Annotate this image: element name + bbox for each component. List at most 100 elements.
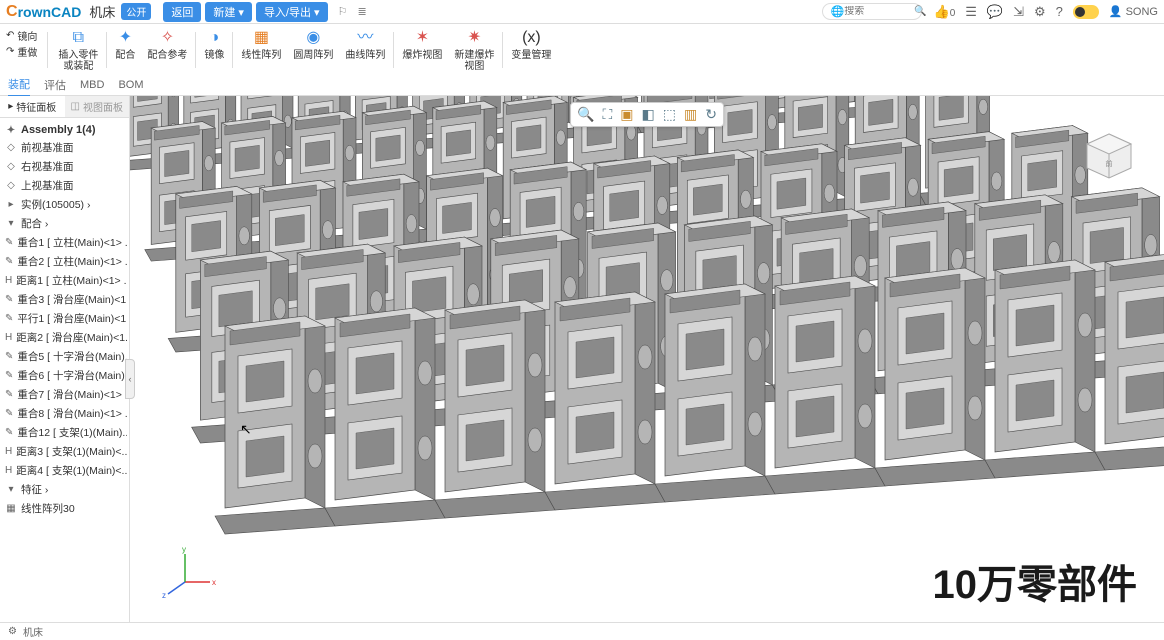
ribbon-item-8[interactable]: ✷新建爆炸 视图 bbox=[448, 28, 500, 72]
ribbon-item-6[interactable]: 〰曲线阵列 bbox=[339, 28, 391, 72]
tree-label: 重合8 [ 滑台(Main)<1> ... bbox=[17, 406, 127, 421]
tree-row[interactable]: ✎重合3 [ 滑台座(Main)<1... bbox=[2, 290, 127, 309]
feature-tree-panel: ▸ 特征面板 ◫ 视图面板 ✦Assembly 1(4) ◇前视基准面◇右视基准… bbox=[0, 96, 130, 622]
tree-row[interactable]: ◇上视基准面 bbox=[2, 176, 127, 195]
tree-row[interactable]: ▾配合 › bbox=[2, 214, 127, 233]
ribbon-item-9[interactable]: (x)变量管理 bbox=[505, 28, 557, 72]
tree-row[interactable]: ◇前视基准面 bbox=[2, 138, 127, 157]
tab-mbd[interactable]: MBD bbox=[80, 76, 104, 94]
ribbon-icon: ◑ bbox=[204, 28, 224, 48]
panel-collapse-handle[interactable]: ‹ bbox=[125, 359, 135, 399]
tree-row[interactable]: ✎ 重合1 [ 立柱(Main)<1> ... bbox=[2, 233, 127, 252]
tree-row[interactable]: H距离4 [ 支架(1)(Main)<... bbox=[2, 461, 127, 480]
zoom-icon[interactable]: 🔍 bbox=[577, 106, 594, 123]
tree-glyph: ✎ bbox=[5, 370, 13, 381]
tree-row[interactable]: ✎重合6 [ 十字滑台(Main)... bbox=[2, 366, 127, 385]
search-box[interactable]: 🌐 🔍 bbox=[822, 3, 922, 20]
ribbon-icon: ✧ bbox=[157, 28, 177, 48]
tree-row[interactable]: ▦线性阵列30 bbox=[2, 499, 127, 518]
panel-tab-view[interactable]: ◫ 视图面板 bbox=[65, 96, 130, 117]
section-icon[interactable]: ◧ bbox=[642, 106, 655, 123]
tree-glyph: ▾ bbox=[5, 484, 17, 495]
ribbon-label: 线性阵列 bbox=[241, 50, 281, 61]
svg-text:前: 前 bbox=[1106, 159, 1113, 168]
tree-label: 右视基准面 bbox=[21, 159, 74, 174]
tab-assembly[interactable]: 装配 bbox=[8, 73, 30, 97]
tree-label: 重合1 [ 立柱(Main)<1> ... bbox=[17, 235, 127, 250]
ribbon-icon: 〰 bbox=[355, 28, 375, 48]
ribbon-item-5[interactable]: ◉ 圆周阵列 bbox=[287, 28, 339, 72]
tree-row[interactable]: H 距离2 [ 滑台座(Main)<1... bbox=[2, 328, 127, 347]
refresh-icon[interactable]: ↻ bbox=[705, 106, 717, 123]
ribbon-icon: ✦ bbox=[115, 28, 135, 48]
ribbon-item-4[interactable]: ▦线性阵列 bbox=[235, 28, 287, 72]
user-menu[interactable]: 👤SONG bbox=[1109, 5, 1158, 18]
ribbon-item-2[interactable]: ✧配合参考 bbox=[141, 28, 193, 72]
theme-toggle[interactable] bbox=[1073, 5, 1099, 19]
ribbon-icon: ✷ bbox=[464, 28, 484, 48]
share-icon[interactable]: ⇲ bbox=[1013, 4, 1024, 20]
layers-icon[interactable]: ≣ bbox=[357, 5, 366, 18]
ribbon-icon: ◉ bbox=[303, 28, 323, 48]
view-cube[interactable]: 前 bbox=[1079, 126, 1139, 186]
tree-label: 距离2 [ 滑台座(Main)<1... bbox=[16, 330, 127, 345]
tree-glyph: ✎ bbox=[5, 408, 13, 419]
new-button[interactable]: 新建 ▾ bbox=[205, 2, 252, 22]
tree-row[interactable]: ✎重合12 [ 支架(1)(Main)... bbox=[2, 423, 127, 442]
status-gear-icon[interactable]: ⚙ bbox=[8, 626, 17, 637]
mirror-small-button[interactable]: ↶ 镜向 bbox=[6, 28, 37, 43]
tab-evaluate[interactable]: 评估 bbox=[44, 74, 66, 96]
tree-glyph: H bbox=[5, 275, 12, 286]
feature-tree[interactable]: ✦Assembly 1(4) ◇前视基准面◇右视基准面◇上视基准面▸实例(105… bbox=[0, 118, 129, 622]
svg-text:z: z bbox=[162, 591, 166, 600]
search-input[interactable] bbox=[844, 6, 914, 17]
3d-viewport[interactable]: 🔍 ⛶ ▣ ◧ ⬚ ▥ ↻ bbox=[130, 96, 1164, 622]
panel-tab-feature[interactable]: ▸ 特征面板 bbox=[0, 96, 65, 117]
like-button[interactable]: 👍0 bbox=[934, 4, 956, 20]
ribbon-icon: ⧉ bbox=[68, 28, 88, 48]
layers-view-icon[interactable]: ▥ bbox=[684, 106, 697, 123]
tree-row[interactable]: H距离1 [ 立柱(Main)<1> ... bbox=[2, 271, 127, 290]
box-icon[interactable]: ▣ bbox=[620, 106, 633, 123]
tree-row[interactable]: ✎重合2 [ 立柱(Main)<1> ... bbox=[2, 252, 127, 271]
tree-glyph: ✎ bbox=[5, 351, 13, 362]
tree-glyph: H bbox=[5, 446, 12, 457]
tab-bom[interactable]: BOM bbox=[118, 76, 143, 94]
comment-icon[interactable]: 💬 bbox=[987, 4, 1003, 20]
tree-row[interactable]: ✎ 重合8 [ 滑台(Main)<1> ... bbox=[2, 404, 127, 423]
assembly-root[interactable]: ✦Assembly 1(4) bbox=[2, 122, 127, 138]
gear-icon[interactable]: ⚙ bbox=[1034, 4, 1046, 20]
ribbon-item-3[interactable]: ◑镜像 bbox=[198, 28, 230, 72]
app-logo[interactable]: CrownCAD bbox=[6, 3, 81, 21]
tree-label: 上视基准面 bbox=[21, 178, 74, 193]
ribbon-item-7[interactable]: ✶爆炸视图 bbox=[396, 28, 448, 72]
tree-glyph: H bbox=[5, 332, 12, 343]
help-icon[interactable]: ? bbox=[1056, 4, 1063, 19]
redo-small-button[interactable]: ↷ 重做 bbox=[6, 44, 37, 59]
tree-label: 重合12 [ 支架(1)(Main)... bbox=[17, 425, 127, 440]
back-button[interactable]: 返回 bbox=[163, 2, 201, 22]
public-badge: 公开 bbox=[121, 3, 151, 20]
tree-row[interactable]: ◇右视基准面 bbox=[2, 157, 127, 176]
bookmark-icon[interactable]: ☰ bbox=[965, 4, 977, 20]
tree-label: 距离3 [ 支架(1)(Main)<... bbox=[16, 444, 127, 459]
tree-label: 重合2 [ 立柱(Main)<1> ... bbox=[17, 254, 127, 269]
ribbon-tabs: 装配 评估 MBD BOM bbox=[0, 74, 1164, 96]
import-export-button[interactable]: 导入/导出 ▾ bbox=[256, 2, 328, 22]
ribbon-item-1[interactable]: ✦配合 bbox=[109, 28, 141, 72]
ribbon-item-0[interactable]: ⧉插入零件 或装配 bbox=[52, 28, 104, 72]
tree-row[interactable]: ▸实例(105005) › bbox=[2, 195, 127, 214]
tree-glyph: ◇ bbox=[5, 142, 17, 153]
tree-glyph: ✎ bbox=[5, 237, 13, 248]
search-go-icon[interactable]: 🔍 bbox=[914, 6, 926, 17]
tree-row[interactable]: ✎重合5 [ 十字滑台(Main)... bbox=[2, 347, 127, 366]
tree-row[interactable]: ▾特征 › bbox=[2, 480, 127, 499]
tree-row[interactable]: ✎重合7 [ 滑台(Main)<1> ... bbox=[2, 385, 127, 404]
tree-row[interactable]: H 距离3 [ 支架(1)(Main)<... bbox=[2, 442, 127, 461]
tree-row[interactable]: ✎平行1 [ 滑台座(Main)<1... bbox=[2, 309, 127, 328]
ribbon-label: 曲线阵列 bbox=[345, 50, 385, 61]
flag-icon[interactable]: ⚐ bbox=[338, 5, 348, 18]
fit-icon[interactable]: ⛶ bbox=[602, 106, 612, 123]
view-icon[interactable]: ⬚ bbox=[663, 106, 676, 123]
ribbon-label: 圆周阵列 bbox=[293, 50, 333, 61]
